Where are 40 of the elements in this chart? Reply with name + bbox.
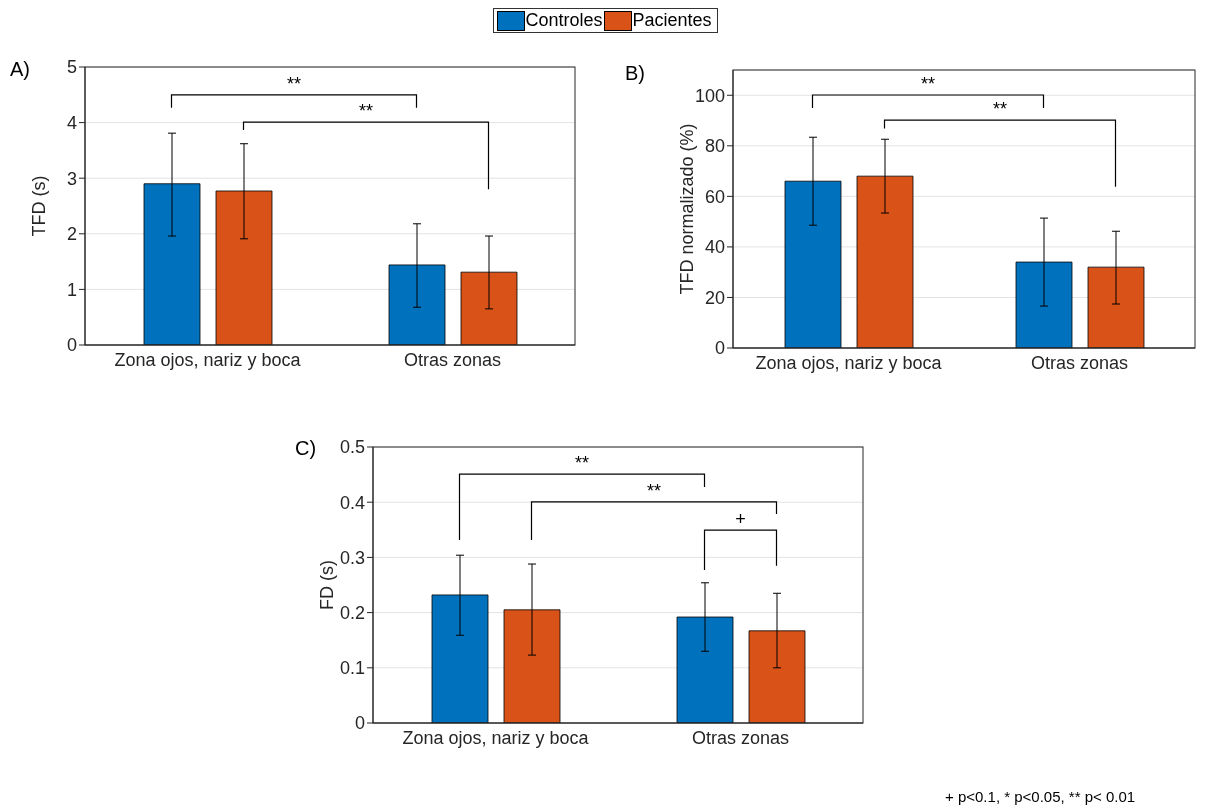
y-tick-label: 100 (694, 85, 725, 106)
x-tick-label: Zona ojos, nariz y boca (402, 727, 590, 748)
y-tick-label: 0 (354, 713, 365, 734)
chart-title: C) (295, 437, 317, 460)
chart-title: A) (10, 58, 30, 81)
y-tick-label: 0.2 (339, 602, 365, 623)
y-tick-label: 40 (704, 237, 725, 258)
legend-label: Pacientes (632, 10, 712, 31)
annotation: ** (992, 99, 1008, 120)
text: + p<0.1, * p<0.05, ** p< 0.01 (945, 788, 1136, 805)
y-axis-title: TFD normalizado (%) (677, 123, 698, 295)
y-tick-label: 0.1 (339, 658, 365, 679)
y-tick-label: 1 (66, 279, 77, 300)
annotation: ** (646, 480, 662, 501)
annotation: ** (574, 453, 590, 474)
annotation: ** (358, 101, 374, 122)
annotation: ** (286, 73, 302, 94)
y-tick-label: 0 (714, 338, 725, 359)
y-tick-label: 2 (66, 224, 77, 245)
y-tick-label: 0.3 (339, 547, 365, 568)
y-tick-label: 80 (704, 136, 725, 157)
x-tick-label: Otras zonas (691, 727, 790, 748)
y-tick-label: 3 (66, 168, 77, 189)
annotation: ** (920, 74, 936, 95)
x-tick-label: Otras zonas (403, 349, 502, 370)
x-tick-label: Zona ojos, nariz y boca (755, 352, 943, 373)
y-tick-label: 20 (704, 287, 725, 308)
chart-title: B) (625, 62, 645, 85)
x-tick-label: Zona ojos, nariz y boca (114, 349, 302, 370)
y-tick-label: 0 (66, 335, 77, 356)
y-axis-title: TFD (s) (29, 175, 50, 237)
y-tick-label: 5 (66, 57, 77, 78)
y-tick-label: 0.4 (339, 492, 365, 513)
x-tick-label: Otras zonas (1030, 352, 1129, 373)
y-tick-label: 60 (704, 186, 725, 207)
legend-label: Controles (525, 10, 603, 31)
annotation: + (735, 509, 746, 530)
y-axis-title: FD (s) (317, 560, 338, 610)
y-tick-label: 4 (66, 112, 77, 133)
y-tick-label: 0.5 (339, 437, 365, 458)
